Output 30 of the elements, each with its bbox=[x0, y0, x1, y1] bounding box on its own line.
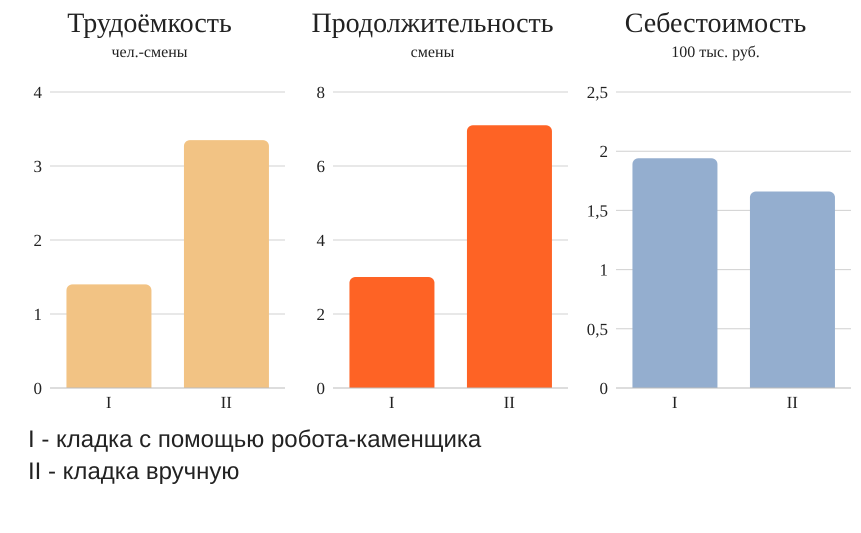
x-tick-label: I bbox=[106, 393, 112, 412]
y-tick-label: 2 bbox=[316, 305, 325, 324]
x-tick-label: II bbox=[504, 393, 516, 412]
y-tick-label: 2,5 bbox=[586, 83, 608, 102]
y-tick-label: 2 bbox=[600, 142, 608, 162]
x-tick-label: I bbox=[388, 393, 395, 412]
y-tick-label: 0 bbox=[316, 379, 325, 398]
y-tick-label: 0,5 bbox=[586, 320, 608, 339]
chart-subtitle: чел.-смены bbox=[110, 44, 189, 63]
chart-subtitle: 100 тыс. руб. bbox=[670, 44, 761, 63]
chart-title: Продолжительность bbox=[310, 8, 555, 41]
y-tick-label: 0 bbox=[34, 379, 42, 398]
x-tick-label: I bbox=[672, 393, 678, 412]
y-tick-label: 2 bbox=[34, 231, 42, 250]
y-tick-label: 3 bbox=[34, 157, 42, 176]
y-tick-label: 1 bbox=[34, 305, 42, 324]
y-tick-label: 4 bbox=[316, 231, 326, 250]
chart-title: Себестоимость bbox=[624, 8, 808, 41]
text: II - кладка вручную bbox=[28, 457, 240, 487]
y-tick-label: 8 bbox=[316, 83, 325, 102]
text: I - кладка с помощью робота-каменщика bbox=[28, 425, 482, 455]
x-tick-label: II bbox=[220, 393, 232, 412]
y-tick-label: 4 bbox=[34, 83, 42, 102]
y-tick-label: 1 bbox=[600, 260, 608, 280]
y-tick-label: 6 bbox=[316, 157, 325, 176]
y-tick-label: 0 bbox=[600, 379, 608, 398]
y-tick-label: 1,5 bbox=[586, 201, 608, 220]
chart-subtitle: смены bbox=[410, 44, 456, 63]
chart-title: Трудоёмкость bbox=[66, 8, 233, 41]
x-tick-label: II bbox=[786, 393, 798, 412]
